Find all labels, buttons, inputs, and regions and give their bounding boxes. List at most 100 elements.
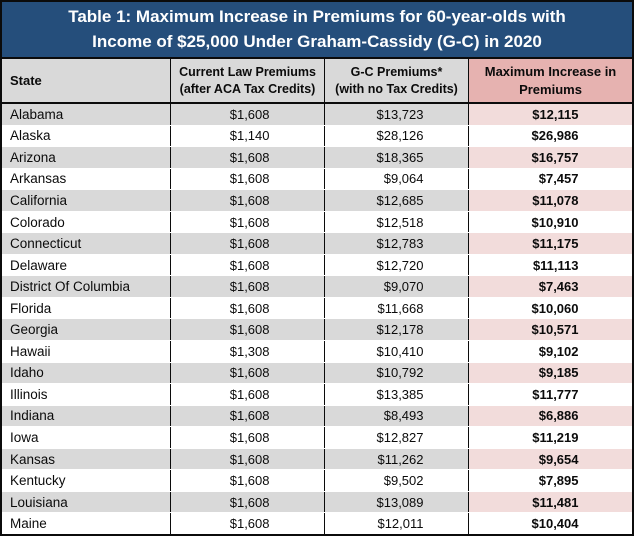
state-cell: Illinois	[2, 384, 170, 405]
state-cell: Iowa	[2, 427, 170, 448]
value-text: $1,608	[229, 365, 270, 381]
value-text: $1,608	[229, 257, 270, 273]
value-cell: $8,493	[324, 405, 468, 427]
value-cell: $9,070	[324, 276, 468, 297]
value-text: $9,502	[383, 473, 424, 489]
value-text: $11,668	[377, 300, 424, 316]
value-text: $12,720	[376, 257, 424, 273]
value-text: $1,608	[229, 171, 270, 187]
value-text: $12,518	[376, 214, 424, 230]
value-text: $13,723	[376, 106, 424, 122]
value-text: $10,410	[376, 343, 424, 359]
value-cell: $1,608	[170, 190, 324, 211]
state-cell: Delaware	[2, 254, 170, 276]
value-text: $1,608	[229, 451, 270, 467]
value-cell: $1,608	[170, 513, 324, 534]
value-text: $1,608	[229, 149, 270, 165]
value-text: $1,608	[229, 300, 270, 316]
value-text: $1,608	[229, 516, 270, 532]
state-cell: Maine	[2, 513, 170, 534]
header-max-increase-line2: Premiums	[519, 81, 582, 97]
state-cell: Louisiana	[2, 491, 170, 513]
table-row: District Of Columbia $1,608 $9,070 $7,463	[2, 276, 632, 298]
value-cell: $1,308	[170, 341, 324, 362]
value-cell: $11,078	[468, 190, 632, 211]
value-text: $16,757	[531, 149, 579, 165]
value-cell: $10,060	[468, 297, 632, 319]
value-cell: $1,608	[170, 319, 324, 341]
value-cell: $7,457	[468, 168, 632, 190]
value-text: $13,089	[376, 494, 424, 510]
header-max-increase-line1: Maximum Increase in	[484, 63, 617, 79]
state-cell: Alabama	[2, 104, 170, 125]
value-cell: $1,608	[170, 448, 324, 470]
value-cell: $10,910	[468, 211, 632, 233]
table-row: Illinois $1,608 $13,385 $11,777	[2, 384, 632, 406]
value-text: $9,070	[383, 279, 424, 295]
value-text: $11,219	[532, 429, 579, 445]
value-cell: $10,410	[324, 341, 468, 362]
value-text: $12,685	[376, 192, 424, 208]
value-text: $1,608	[229, 494, 270, 510]
value-text: $1,608	[229, 214, 270, 230]
state-cell: Georgia	[2, 319, 170, 341]
value-text: $12,178	[376, 322, 424, 338]
value-text: $26,986	[531, 128, 579, 144]
table-row: Arkansas $1,608 $9,064 $7,457	[2, 168, 632, 191]
value-cell: $7,463	[468, 276, 632, 297]
value-cell: $11,668	[324, 297, 468, 319]
value-text: $11,777	[532, 386, 579, 402]
table-title-line2: Income of $25,000 Under Graham-Cassidy (…	[92, 31, 542, 51]
state-cell: Florida	[2, 297, 170, 319]
table-row: Florida $1,608 $11,668 $10,060	[2, 297, 632, 320]
value-cell: $9,185	[468, 362, 632, 384]
table-row: Hawaii $1,308 $10,410 $9,102	[2, 341, 632, 363]
table-title: Table 1: Maximum Increase in Premiums fo…	[2, 2, 632, 59]
value-cell: $7,895	[468, 470, 632, 491]
state-cell: Colorado	[2, 211, 170, 233]
state-cell: Alaska	[2, 125, 170, 147]
value-cell: $1,608	[170, 211, 324, 233]
value-cell: $12,685	[324, 190, 468, 211]
value-cell: $1,608	[170, 233, 324, 254]
value-cell: $1,608	[170, 384, 324, 405]
value-text: $12,783	[376, 236, 424, 252]
state-cell: Connecticut	[2, 233, 170, 254]
value-text: $11,481	[532, 494, 579, 510]
value-text: $1,608	[229, 106, 270, 122]
value-cell: $1,140	[170, 125, 324, 147]
value-cell: $12,178	[324, 319, 468, 341]
table-row: California $1,608 $12,685 $11,078	[2, 190, 632, 212]
table-row: Connecticut $1,608 $12,783 $11,175	[2, 233, 632, 255]
value-cell: $1,608	[170, 405, 324, 427]
table-row: Kansas $1,608 $11,262 $9,654	[2, 448, 632, 471]
value-text: $8,493	[383, 408, 424, 424]
table-row: Maine $1,608 $12,011 $10,404	[2, 513, 632, 534]
state-cell: Hawaii	[2, 341, 170, 362]
table-row: Colorado $1,608 $12,518 $10,910	[2, 211, 632, 234]
value-text: $10,404	[531, 516, 579, 532]
state-cell: Indiana	[2, 405, 170, 427]
value-cell: $11,113	[468, 254, 632, 276]
value-cell: $11,175	[468, 233, 632, 254]
value-cell: $10,792	[324, 362, 468, 384]
value-text: $10,060	[531, 300, 579, 316]
value-cell: $1,608	[170, 297, 324, 319]
value-cell: $12,720	[324, 254, 468, 276]
value-text: $7,463	[538, 279, 579, 295]
value-cell: $10,404	[468, 513, 632, 534]
value-cell: $12,115	[468, 104, 632, 125]
table-row: Idaho $1,608 $10,792 $9,185	[2, 362, 632, 385]
state-cell: Kentucky	[2, 470, 170, 491]
value-cell: $13,385	[324, 384, 468, 405]
value-text: $10,910	[531, 214, 579, 230]
value-cell: $11,219	[468, 427, 632, 448]
value-text: $7,895	[538, 473, 579, 489]
value-cell: $1,608	[170, 104, 324, 125]
value-text: $11,262	[377, 451, 424, 467]
header-current-law-line1: Current Law Premiums	[179, 64, 316, 79]
value-cell: $1,608	[170, 470, 324, 491]
value-cell: $12,011	[324, 513, 468, 534]
value-text: $1,608	[229, 386, 270, 402]
